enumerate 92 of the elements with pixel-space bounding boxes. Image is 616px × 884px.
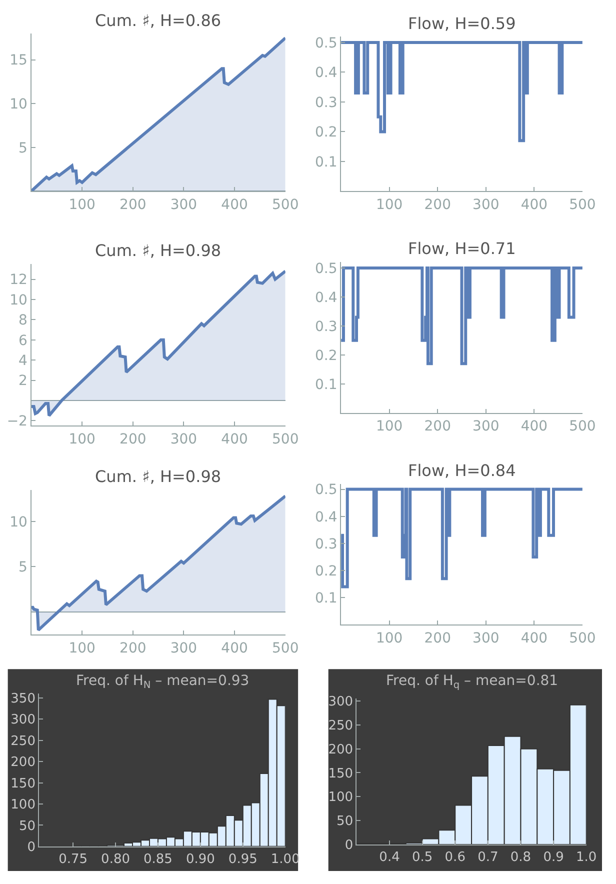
- y-tick-label: 10: [10, 96, 28, 113]
- x-tick-label: 0.7: [478, 850, 498, 866]
- x-tick-label: 400: [221, 432, 248, 448]
- y-tick-label: 0.3: [315, 318, 338, 335]
- y-tick-label: 250: [328, 718, 354, 734]
- y-tick-label: 300: [328, 694, 354, 710]
- x-tick-label: 0.90: [186, 852, 215, 868]
- y-tick-label: 200: [10, 755, 36, 770]
- x-tick-label: 100: [68, 640, 96, 656]
- x-tick-label: 400: [520, 418, 548, 435]
- x-tick-label: 100: [68, 432, 96, 448]
- y-tick-label: 0.1: [315, 154, 338, 170]
- x-tick-label: 100: [376, 197, 403, 214]
- x-tick-label: 500: [569, 197, 596, 214]
- x-tick-label: 200: [120, 640, 146, 656]
- y-tick-label: 200: [328, 742, 354, 758]
- y-tick-label: 100: [328, 790, 354, 806]
- chart-title: Cum. ♯, H=0.86: [95, 11, 222, 30]
- x-tick-label: 0.6: [444, 850, 466, 866]
- y-tick-label: −2: [6, 414, 28, 430]
- y-tick-label: 8: [18, 312, 28, 329]
- chart-title: Flow, H=0.84: [408, 461, 516, 480]
- x-tick-label: 300: [472, 197, 500, 214]
- y-tick-label: 10: [10, 514, 28, 530]
- x-tick-label: 0.80: [101, 852, 130, 868]
- y-tick-label: 250: [10, 734, 36, 749]
- y-tick-label: 0.2: [315, 348, 338, 364]
- y-tick-label: 5: [18, 140, 28, 156]
- x-tick-label: 200: [424, 630, 451, 647]
- y-tick-label: 0.4: [315, 509, 338, 526]
- x-tick-label: 100: [376, 418, 403, 435]
- x-tick-label: 400: [520, 630, 548, 647]
- x-tick-label: 400: [520, 197, 548, 214]
- y-tick-label: 150: [328, 766, 354, 782]
- x-tick-label: 200: [424, 197, 451, 214]
- y-tick-label: 0.3: [315, 536, 338, 552]
- x-tick-label: 500: [272, 640, 299, 656]
- x-tick-label: 200: [424, 418, 451, 435]
- chart-title: Flow, H=0.59: [408, 14, 516, 33]
- x-tick-label: 300: [472, 418, 500, 435]
- y-tick-label: 6: [18, 332, 28, 349]
- x-tick-label: 0.75: [58, 852, 88, 868]
- x-tick-label: 400: [221, 197, 248, 214]
- x-tick-label: 200: [120, 197, 146, 214]
- y-tick-label: 0: [344, 838, 354, 853]
- y-tick-label: 100: [10, 798, 36, 813]
- x-tick-label: 0.9: [543, 850, 564, 866]
- y-tick-label: 0.2: [315, 563, 338, 580]
- y-tick-label: 50: [336, 814, 354, 830]
- x-tick-label: 500: [569, 418, 596, 435]
- x-tick-label: 300: [472, 630, 500, 647]
- chart-title: Freq. of H$_{N}$ – mean=0.93: [76, 673, 250, 691]
- y-tick-label: 0.1: [315, 590, 338, 607]
- y-tick-label: 12: [10, 272, 28, 288]
- x-tick-label: 0.5: [412, 850, 433, 866]
- x-tick-label: 300: [170, 640, 198, 656]
- x-tick-label: 500: [272, 197, 299, 214]
- x-tick-label: 500: [569, 630, 596, 647]
- y-tick-label: 0.5: [315, 35, 338, 52]
- chart-title: Freq. of H$_{q}$ – mean=0.81: [386, 673, 558, 691]
- y-tick-label: 5: [18, 560, 28, 576]
- x-tick-label: 100: [68, 197, 96, 214]
- y-tick-label: 0.5: [315, 482, 338, 498]
- y-tick-label: 0.4: [315, 65, 338, 82]
- x-tick-label: 0.4: [379, 850, 400, 866]
- y-tick-label: 0.4: [315, 290, 338, 306]
- chart-title: Cum. ♯, H=0.98: [95, 241, 222, 260]
- x-tick-label: 100: [376, 630, 403, 647]
- chart-title: Flow, H=0.71: [408, 239, 516, 258]
- x-tick-label: 400: [221, 640, 248, 656]
- y-tick-label: 0.2: [315, 124, 338, 141]
- y-tick-label: 4: [18, 352, 28, 369]
- x-tick-label: 500: [272, 432, 299, 448]
- y-tick-label: 0: [27, 840, 36, 855]
- x-tick-label: 1.0: [576, 850, 597, 866]
- x-tick-label: 0.8: [510, 850, 532, 866]
- y-tick-label: 15: [10, 52, 28, 69]
- x-tick-label: 0.85: [144, 852, 172, 868]
- y-tick-label: 0.3: [315, 94, 338, 111]
- x-tick-label: 300: [170, 197, 198, 214]
- y-tick-label: 2: [18, 373, 28, 390]
- y-tick-label: 0.1: [315, 376, 338, 393]
- y-tick-label: 300: [10, 712, 36, 728]
- chart-title: Cum. ♯, H=0.98: [95, 467, 222, 486]
- x-tick-label: 0.95: [228, 852, 258, 868]
- y-tick-label: 0.5: [315, 260, 338, 277]
- y-tick-label: 10: [10, 292, 28, 308]
- y-tick-label: 150: [10, 776, 36, 792]
- x-tick-label: 200: [120, 432, 146, 448]
- y-tick-label: 350: [10, 691, 36, 706]
- y-tick-label: 50: [18, 818, 36, 834]
- x-tick-label: 300: [170, 432, 198, 448]
